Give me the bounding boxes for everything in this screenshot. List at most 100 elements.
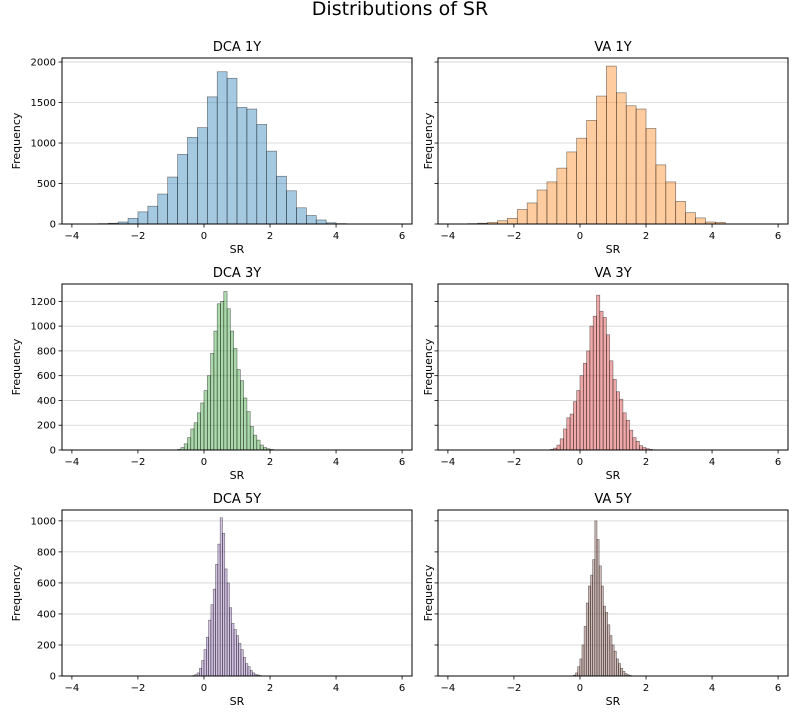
panel-4-bar bbox=[606, 334, 610, 451]
panel-3-bar bbox=[187, 437, 192, 451]
panel-5-xtick-label: −4 bbox=[65, 683, 80, 694]
panel-5-ylabel: Frequency bbox=[10, 564, 23, 621]
panel-2-xtick-label: 2 bbox=[643, 231, 649, 242]
panel-1-ylabel: Frequency bbox=[10, 112, 23, 169]
panel-1-title: DCA 1Y bbox=[213, 40, 261, 55]
panel-4-xtick-label: −4 bbox=[441, 457, 456, 468]
panel-6-xtick-label: 4 bbox=[709, 683, 715, 694]
panel-6-bar bbox=[581, 644, 585, 677]
panel-5-bar bbox=[222, 532, 226, 677]
panel-6-bar bbox=[616, 658, 619, 677]
panel-4-bar bbox=[563, 428, 568, 451]
panel-4-bar bbox=[573, 401, 577, 451]
panel-5-bar bbox=[242, 657, 246, 677]
panel-3-bar bbox=[253, 434, 258, 451]
panel-1-xlabel: SR bbox=[230, 243, 245, 256]
panel-5-ytick-label: 0 bbox=[50, 672, 56, 683]
panel-6-xlabel: SR bbox=[606, 695, 621, 708]
panel-3-ytick-label: 1000 bbox=[31, 322, 56, 333]
panel-4-xtick-label: 4 bbox=[709, 457, 715, 468]
panel-2-ylabel: Frequency bbox=[422, 112, 435, 169]
panel-5-bar bbox=[236, 635, 239, 677]
panel-6-xtick-label: 2 bbox=[643, 683, 649, 694]
panel-3-bar bbox=[256, 439, 261, 451]
panel-2-bar bbox=[645, 128, 657, 225]
panel-5-xtick-label: 4 bbox=[333, 683, 339, 694]
panel-4-bar bbox=[596, 294, 601, 451]
panel-6-xtick-label: −4 bbox=[441, 683, 456, 694]
panel-3-ylabel: Frequency bbox=[10, 338, 23, 395]
panel-5-xtick-label: 0 bbox=[201, 683, 207, 694]
panel-4: −4 −2 0 2 4 6 VA 3Y SR Frequency bbox=[422, 266, 789, 482]
panel-1: −4 −2 0 2 4 6 0 500 1000 1500 2000 DCA 1Y SR Frequenc… bbox=[10, 40, 413, 256]
panel-3-bar bbox=[223, 291, 228, 451]
panel-1-bar bbox=[286, 190, 297, 225]
panel-2-bar bbox=[516, 209, 528, 225]
panel-2-bar bbox=[556, 167, 568, 225]
panel-5-ytick-label: 400 bbox=[37, 609, 56, 620]
panel-5-bar bbox=[203, 649, 207, 677]
panel-4-bar bbox=[635, 441, 640, 451]
panel-1-bar bbox=[137, 211, 149, 225]
panel-4-bar bbox=[632, 437, 637, 451]
panel-1-ytick-label: 0 bbox=[50, 220, 56, 231]
panel-3-bar bbox=[230, 330, 234, 451]
panel-3-ytick-label: 0 bbox=[50, 446, 56, 457]
panel-3-bar bbox=[213, 330, 218, 451]
panel-2-bar bbox=[685, 212, 696, 225]
panel-3-bar bbox=[190, 428, 195, 451]
panel-3-bar bbox=[200, 402, 205, 451]
panel-2-title: VA 1Y bbox=[594, 40, 631, 55]
panel-5-ytick-label: 200 bbox=[37, 640, 56, 651]
panel-3-xtick-label: 2 bbox=[267, 457, 273, 468]
panel-1-bar bbox=[206, 96, 218, 225]
panel-3-bar bbox=[183, 443, 188, 451]
panel-1-bar bbox=[296, 207, 307, 225]
panel-2-xtick-label: 6 bbox=[775, 231, 781, 242]
panel-3-xlabel: SR bbox=[230, 469, 245, 482]
panel-6-bar bbox=[611, 644, 615, 677]
panel-6-bar bbox=[577, 666, 581, 677]
panel-1-xtick-label: 2 bbox=[267, 231, 273, 242]
panel-6-bar bbox=[590, 574, 593, 677]
panel-4-bar bbox=[602, 317, 607, 451]
panel-1-ytick-label: 2000 bbox=[31, 58, 56, 69]
panel-4-xtick-label: 6 bbox=[775, 457, 781, 468]
panel-4-bar bbox=[616, 391, 620, 451]
panel-2-bar bbox=[536, 189, 548, 225]
panel-5-bar bbox=[199, 667, 202, 677]
panel-6-bar bbox=[596, 539, 600, 677]
panel-5-xtick-label: −2 bbox=[131, 683, 146, 694]
panel-5-xlabel: SR bbox=[230, 695, 245, 708]
panel-5-bar bbox=[212, 588, 216, 677]
panel-5-bar bbox=[245, 663, 249, 677]
panel-1-bar bbox=[256, 124, 268, 225]
panel-3-bar bbox=[240, 380, 244, 451]
panel-4-bar bbox=[576, 390, 581, 451]
panel-2-bar bbox=[665, 181, 677, 225]
panel-4-xtick-label: −2 bbox=[507, 457, 522, 468]
panel-5-ytick-label: 600 bbox=[37, 578, 56, 589]
panel-3-bar bbox=[226, 308, 231, 451]
panel-1-bar bbox=[216, 71, 228, 225]
panel-1-bar bbox=[197, 127, 208, 225]
panel-4-bar bbox=[556, 444, 561, 451]
panel-5-bar bbox=[224, 568, 228, 677]
panel-3-xtick-label: 6 bbox=[399, 457, 405, 468]
panel-4-bar bbox=[559, 438, 564, 451]
panel-2-bar bbox=[586, 120, 597, 225]
panel-4-frame bbox=[437, 283, 789, 451]
panel-4-xtick-label: 2 bbox=[643, 457, 649, 468]
panel-2-xtick-label: −2 bbox=[507, 231, 522, 242]
panel-2-bar bbox=[675, 201, 686, 225]
panel-1-xtick-label: −2 bbox=[131, 231, 146, 242]
panel-6-title: VA 5Y bbox=[594, 492, 631, 507]
panel-4-bar bbox=[609, 360, 614, 451]
panel-4-title: VA 3Y bbox=[594, 266, 631, 281]
panel-2-xtick-label: −4 bbox=[441, 231, 456, 242]
panel-1-bar bbox=[167, 176, 178, 225]
panel-1-bar bbox=[147, 205, 159, 225]
panel-5-ytick-label: 1000 bbox=[31, 516, 56, 527]
panel-1-bar bbox=[246, 108, 258, 225]
